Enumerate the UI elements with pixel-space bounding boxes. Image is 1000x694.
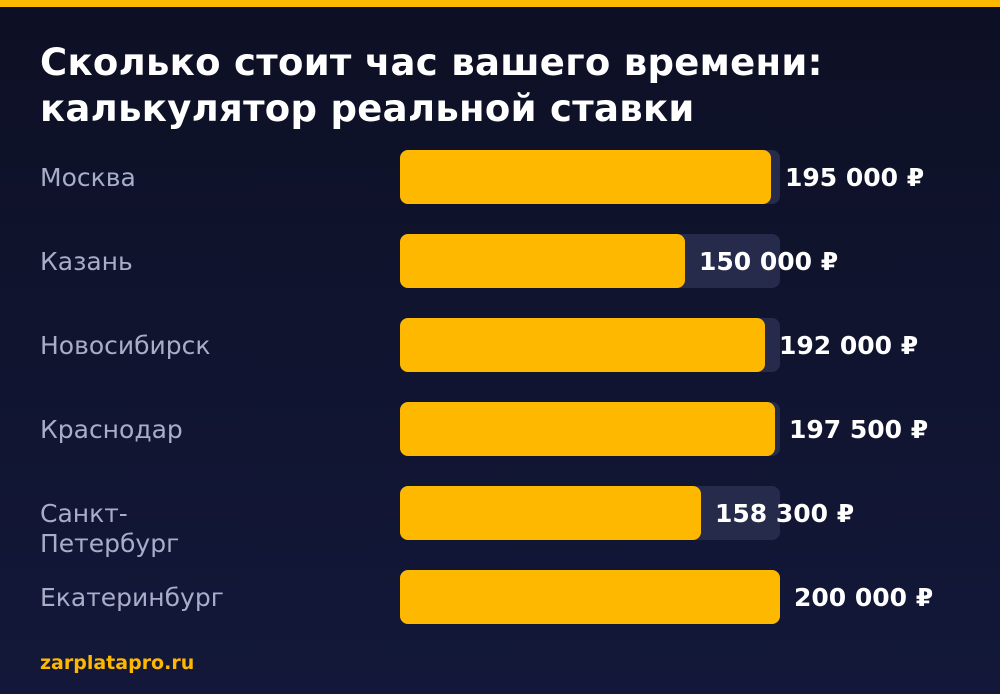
bar: [400, 402, 775, 456]
bar: [400, 150, 771, 204]
bar-value-label: 200 000 ₽: [794, 583, 934, 612]
chart-title: Сколько стоит час вашего времени: кальку…: [40, 40, 960, 132]
footer-site-link[interactable]: zarplatapro.ru: [40, 652, 195, 674]
bar: [400, 318, 765, 372]
category-label: Екатеринбург: [40, 583, 224, 612]
bar: [400, 486, 701, 540]
category-label: Краснодар: [40, 415, 183, 444]
bar-value-label: 195 000 ₽: [785, 163, 925, 192]
chart-title-line-1: Сколько стоит час вашего времени:: [40, 41, 823, 84]
bar-value-label: 192 000 ₽: [779, 331, 919, 360]
bar-value-label: 197 500 ₽: [789, 415, 929, 444]
category-label: Москва: [40, 163, 136, 192]
bar: [400, 234, 685, 288]
bar-value-label: 158 300 ₽: [715, 499, 855, 528]
category-label: Казань: [40, 247, 133, 276]
top-accent-stripe: [0, 0, 1000, 7]
category-label: Санкт-Петербург: [40, 499, 180, 558]
bar: [400, 570, 780, 624]
bar-value-label: 150 000 ₽: [699, 247, 839, 276]
chart-title-line-2: калькулятор реальной ставки: [40, 87, 695, 130]
category-label: Новосибирск: [40, 331, 211, 360]
